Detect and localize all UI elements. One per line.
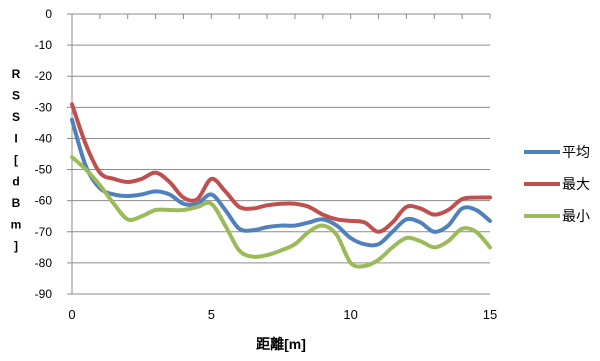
legend-label: 最小 — [562, 208, 590, 224]
y-tick-label: -60 — [35, 194, 53, 208]
series-line-2 — [70, 102, 492, 234]
grid-lines — [72, 44, 490, 295]
y-axis-title-char: m — [11, 218, 22, 232]
y-tick-label: -70 — [35, 225, 53, 239]
y-tick-label: -90 — [35, 287, 53, 301]
x-tick-label: 0 — [68, 307, 75, 322]
series-lines — [70, 102, 492, 269]
y-axis-title-char: R — [12, 67, 21, 81]
y-tick-label: -40 — [35, 131, 53, 145]
y-tick-label: 0 — [45, 7, 52, 21]
y-tick-label: -20 — [35, 69, 53, 83]
x-tick-label: 10 — [343, 307, 357, 322]
x-axis-title: 距離[m] — [256, 336, 306, 352]
y-axis-title-char: S — [12, 89, 20, 103]
legend-label: 平均 — [562, 144, 590, 160]
y-axis-title-char: d — [12, 175, 19, 189]
y-axis-title-char: S — [12, 110, 20, 124]
x-tick-label: 15 — [483, 307, 497, 322]
y-axis-title-char: B — [12, 196, 21, 210]
y-tick-label: -80 — [35, 256, 53, 270]
y-axis-title-char: I — [14, 132, 17, 146]
y-tick-label: -50 — [35, 163, 53, 177]
series-line-1 — [70, 117, 492, 248]
tick-labels: 0 -10 -20 -30 -40 -50 -60 -70 -80 -90 0 5 10 15 — [35, 7, 498, 322]
y-axis-title-char: [ — [14, 153, 18, 167]
legend-label: 最大 — [562, 176, 590, 192]
series-line-3 — [70, 155, 492, 269]
axes — [67, 13, 491, 295]
x-tick-label: 5 — [208, 307, 215, 322]
y-tick-label: -30 — [35, 100, 53, 114]
y-axis-title-char: ] — [14, 239, 18, 253]
y-tick-label: -10 — [35, 38, 53, 52]
